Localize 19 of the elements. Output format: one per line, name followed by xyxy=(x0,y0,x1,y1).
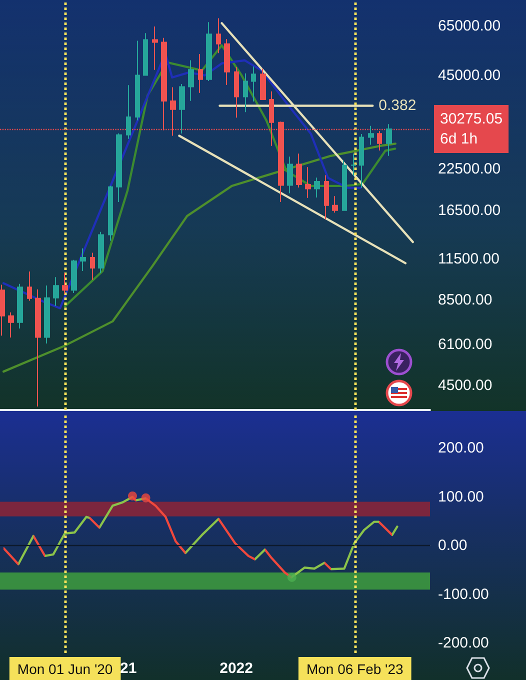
y-tick-label: 45000.00 xyxy=(438,67,501,84)
series-label: 0.382 xyxy=(378,97,416,114)
y-tick-label: -100.00 xyxy=(438,586,489,603)
ref-line-label: 30275.05 6d 1h xyxy=(440,110,503,148)
y-tick-label: 22500.00 xyxy=(438,160,501,178)
x-tick-label: 21 xyxy=(120,660,137,677)
x-tick-label: 2022 xyxy=(220,660,253,677)
y-tick-label: 200.00 xyxy=(438,440,484,457)
y-tick-label: 65000.00 xyxy=(438,18,501,35)
y-tick-label: 100.00 xyxy=(438,488,484,506)
ref-line-label: Mon 01 Jun '20 xyxy=(17,661,113,677)
y-tick-label: 0.00 xyxy=(438,537,468,554)
y-tick-label: 6100.00 xyxy=(438,336,492,354)
y-tick-label: 11500.00 xyxy=(438,250,500,268)
y-tick-label: -200.00 xyxy=(438,634,489,652)
ref-line-label: Mon 06 Feb '23 xyxy=(306,661,404,677)
y-tick-label: 4500.00 xyxy=(438,376,492,394)
y-tick-label: 16500.00 xyxy=(438,202,501,220)
y-tick-label: 8500.00 xyxy=(438,291,492,308)
